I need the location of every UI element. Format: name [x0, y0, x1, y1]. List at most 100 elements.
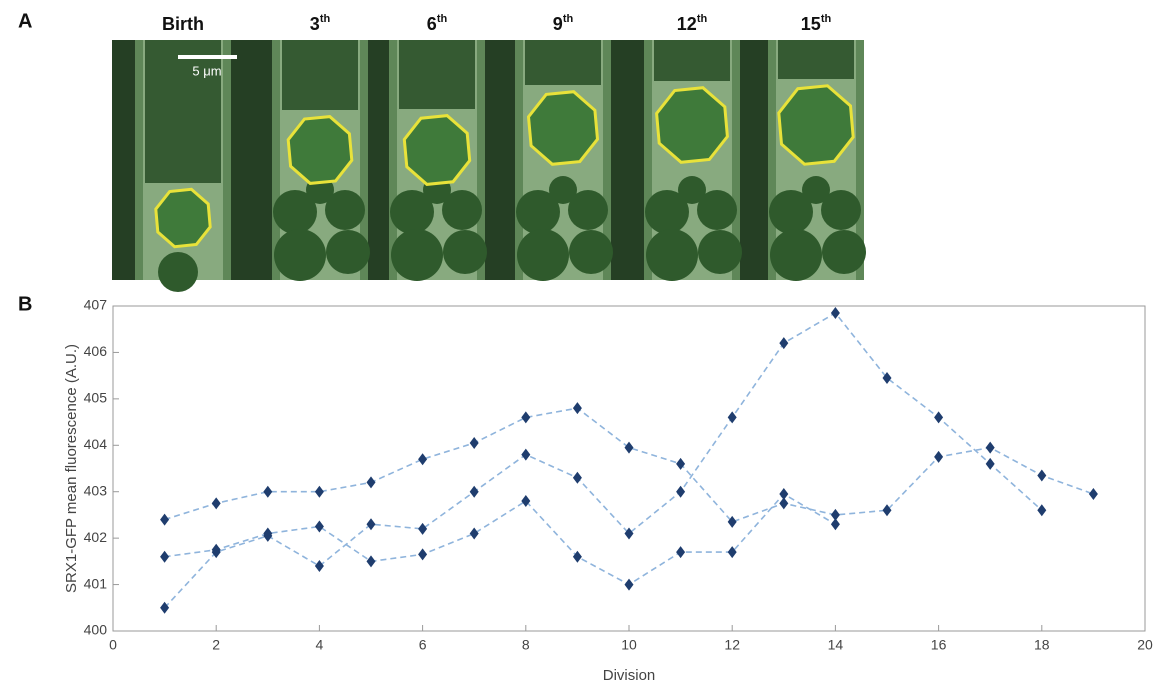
data-point	[676, 457, 686, 470]
y-axis-label: SRX1-GFP mean fluorescence (A.U.)	[63, 344, 80, 593]
y-tick-label: 400	[84, 622, 108, 638]
data-point	[624, 578, 634, 591]
x-tick-label: 14	[828, 637, 844, 653]
data-point	[160, 550, 170, 563]
data-point	[1037, 504, 1047, 517]
data-point	[314, 560, 324, 572]
data-point	[985, 441, 995, 454]
data-point	[882, 371, 892, 384]
cell	[158, 252, 198, 292]
y-tick-label: 405	[84, 390, 108, 406]
y-tick-label: 406	[84, 343, 108, 359]
data-point	[1037, 469, 1047, 482]
data-point	[882, 504, 892, 517]
x-tick-label: 16	[931, 637, 947, 653]
data-point	[830, 306, 840, 319]
cell-outline	[154, 187, 212, 249]
cell	[517, 229, 569, 281]
cell	[568, 190, 608, 230]
stage-label: 3th	[310, 13, 331, 34]
data-point	[160, 601, 170, 614]
cell	[391, 229, 443, 281]
cell	[442, 190, 482, 230]
series-line	[164, 407, 1094, 523]
stage-label: Birth	[162, 14, 204, 34]
stage-suffix: th	[437, 13, 448, 25]
cell-outline	[526, 90, 600, 166]
cell	[769, 190, 813, 234]
stage-suffix: th	[821, 13, 832, 25]
data-point	[1088, 488, 1098, 501]
cell	[678, 176, 706, 204]
stage-label: 12th	[677, 13, 708, 34]
channel-top	[282, 40, 358, 110]
stage-suffix: th	[320, 13, 331, 25]
stage-label: 9th	[553, 13, 574, 34]
x-tick-label: 18	[1034, 637, 1050, 653]
y-tick-label: 402	[84, 529, 108, 545]
cell	[569, 230, 613, 274]
data-point	[727, 546, 737, 559]
x-tick-label: 10	[621, 637, 637, 653]
data-point	[779, 337, 789, 350]
data-point	[418, 453, 428, 466]
data-point	[469, 436, 479, 449]
scale-bar-label: 5 μm	[192, 63, 221, 78]
data-point	[366, 555, 376, 568]
channel-top	[399, 40, 475, 109]
data-point	[521, 411, 531, 424]
cell	[646, 229, 698, 281]
cell-outline	[777, 84, 855, 166]
cell-outline	[655, 86, 729, 164]
data-point	[676, 485, 686, 498]
cell	[443, 230, 487, 274]
plot: 0 2 4 6 8 10 12 14 16 18 20 400 401 402 403 404 405 406 40…	[63, 297, 1153, 684]
data-point	[727, 411, 737, 424]
x-tick-label: 20	[1137, 637, 1153, 653]
channel-top	[525, 40, 601, 85]
y-tick-label: 403	[84, 482, 108, 498]
x-tick-label: 8	[522, 637, 530, 653]
y-tick-label: 401	[84, 575, 108, 591]
stage-suffix: th	[563, 13, 574, 25]
data-point	[934, 450, 944, 463]
data-point	[211, 546, 221, 559]
cell	[770, 229, 822, 281]
data-point	[263, 529, 273, 542]
data-point	[779, 488, 789, 501]
data-point	[418, 548, 428, 561]
data-point	[263, 485, 273, 498]
data-point	[521, 448, 531, 461]
cell	[325, 190, 365, 230]
cell	[698, 230, 742, 274]
cell-outline	[286, 115, 354, 185]
stage-label: 15th	[801, 13, 832, 34]
channel-top	[145, 40, 221, 183]
cell	[549, 176, 577, 204]
stage-number: 3	[310, 14, 320, 34]
cell	[273, 190, 317, 234]
cell	[326, 230, 370, 274]
data-point	[727, 515, 737, 528]
y-tick-label: 407	[84, 297, 108, 313]
cell	[390, 190, 434, 234]
data-point	[521, 495, 531, 507]
data-point	[624, 527, 634, 540]
x-tick-label: 4	[316, 637, 324, 653]
cell	[821, 190, 861, 230]
cell	[802, 176, 830, 204]
channel-top	[654, 40, 730, 81]
data-point	[676, 546, 686, 559]
data-point	[314, 520, 324, 533]
data-point	[314, 485, 324, 498]
data-point	[418, 522, 428, 535]
cell-outline	[402, 114, 472, 186]
stage-number: 9	[553, 14, 563, 34]
cell	[697, 190, 737, 230]
x-tick-label: 2	[212, 637, 220, 653]
data-point	[160, 513, 170, 526]
data-point	[469, 527, 479, 540]
data-point	[572, 402, 582, 415]
